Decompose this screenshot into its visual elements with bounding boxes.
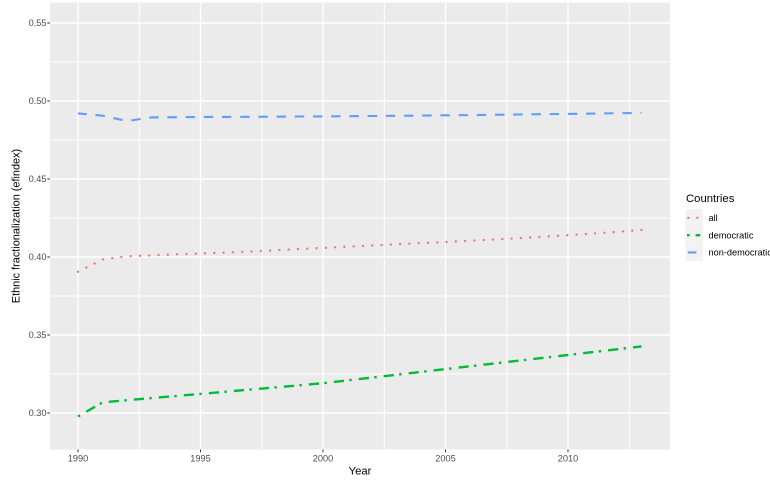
svg-text:0.35: 0.35 [29, 330, 47, 340]
svg-text:0.45: 0.45 [29, 174, 47, 184]
svg-text:0.30: 0.30 [29, 408, 47, 418]
svg-text:democratic: democratic [709, 230, 754, 240]
svg-text:0.55: 0.55 [29, 18, 47, 28]
svg-text:all: all [709, 213, 718, 223]
svg-text:1995: 1995 [190, 454, 210, 464]
svg-text:1990: 1990 [68, 454, 88, 464]
svg-text:Countries: Countries [686, 193, 735, 205]
svg-text:Year: Year [349, 466, 372, 478]
svg-text:0.40: 0.40 [29, 252, 47, 262]
svg-text:0.50: 0.50 [29, 96, 47, 106]
svg-text:2000: 2000 [313, 454, 333, 464]
svg-text:2005: 2005 [435, 454, 455, 464]
svg-text:non-democratic: non-democratic [709, 248, 770, 258]
svg-text:Ethnic fractionalization (efin: Ethnic fractionalization (efindex) [11, 149, 23, 303]
svg-text:2010: 2010 [558, 454, 578, 464]
